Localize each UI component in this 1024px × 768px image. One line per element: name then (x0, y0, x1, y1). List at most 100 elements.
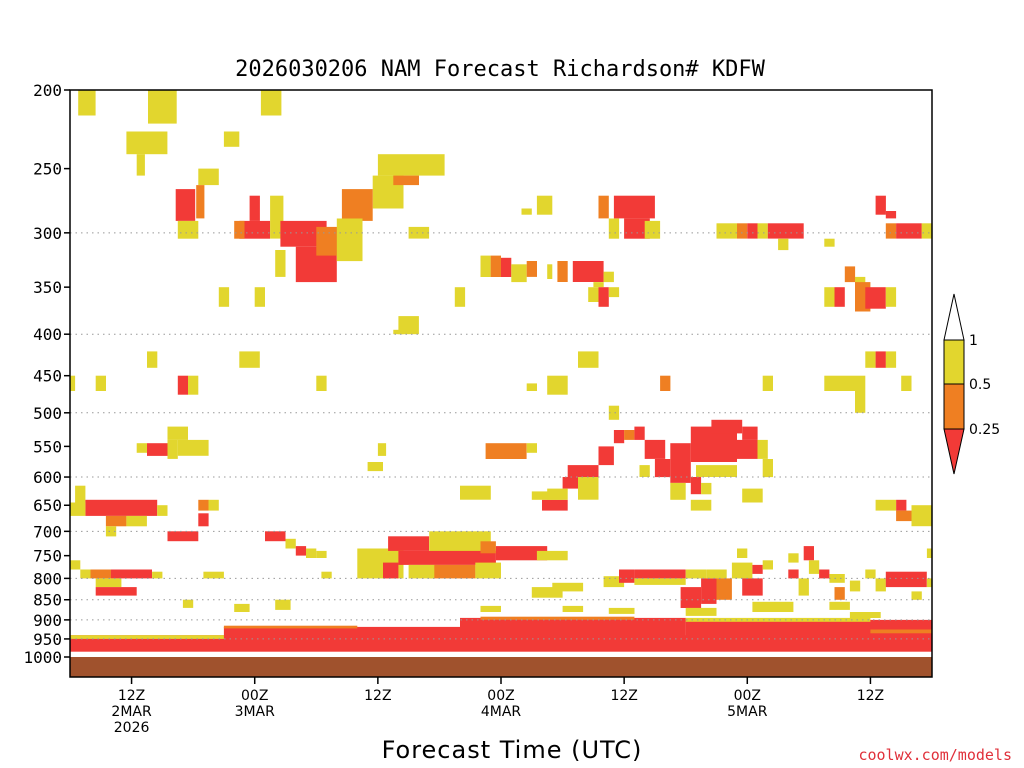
heatmap-cell (731, 562, 753, 579)
heatmap-cell (239, 220, 271, 239)
heatmap-cell (885, 287, 897, 307)
heatmap-cell (177, 220, 199, 239)
heatmap-cell (526, 261, 537, 277)
heatmap-cell (829, 601, 850, 610)
y-tick-label: 350 (33, 278, 62, 297)
heatmap-cell (711, 419, 743, 434)
heatmap-cell (316, 550, 327, 558)
heatmap-cell (542, 499, 568, 511)
x-tick-label: 00Z (241, 688, 268, 704)
heatmap-cell (690, 499, 712, 511)
x-tick-label: 2026 (114, 720, 150, 736)
heatmap-cell (588, 287, 599, 302)
heatmap-cell (152, 571, 163, 579)
heatmap-cell (690, 477, 702, 495)
heatmap-cell (454, 287, 466, 307)
heatmap-cell (788, 553, 799, 563)
heatmap-cell (639, 465, 650, 477)
heatmap-cell (408, 226, 430, 239)
x-tick-label: 12Z (364, 688, 391, 704)
heatmap-cell (167, 426, 188, 440)
heatmap-cell (613, 195, 655, 219)
heatmap-cell (367, 462, 383, 472)
heatmap-cell (737, 439, 758, 459)
source-credit: coolwx.com/models (858, 746, 1012, 764)
colorbar-legend: 1 0.5 0.25 (943, 293, 1000, 475)
heatmap-cell (198, 513, 209, 527)
heatmap-cell (762, 560, 773, 570)
x-tick-label: 12Z (857, 688, 884, 704)
y-tick-label: 300 (33, 224, 62, 243)
y-tick-label: 600 (33, 468, 62, 487)
heatmap-cell (572, 261, 604, 282)
heatmap-cell (480, 255, 491, 277)
heatmap-cell (757, 223, 768, 239)
heatmap-cell (78, 90, 96, 116)
heatmap-cell (685, 619, 932, 639)
heatmap-cell (547, 264, 553, 279)
heatmap-cell (798, 578, 809, 596)
y-tick-label: 500 (33, 404, 62, 423)
heatmap-cell (460, 617, 686, 638)
heatmap-cell (393, 329, 404, 335)
heatmap-cell (70, 502, 86, 516)
heatmap-cell (819, 569, 830, 579)
heatmap-cell (716, 223, 737, 239)
heatmap-cell (126, 131, 168, 155)
y-tick-label: 850 (33, 591, 62, 610)
chart-title: 2026030206 NAM Forecast Richardson# KDFW (235, 57, 766, 82)
heatmap-cell (624, 218, 650, 239)
colorbar-label: 0.5 (969, 377, 991, 393)
heatmap-cell (398, 316, 419, 335)
heatmap-cell (562, 605, 584, 612)
y-tick-label: 900 (33, 611, 62, 630)
heatmap-cell (865, 287, 886, 309)
heatmap-cell (706, 569, 727, 579)
heatmap-cell (865, 351, 876, 368)
heatmap-cell (490, 255, 501, 277)
heatmap-cell (136, 443, 147, 453)
y-tick-label: 650 (33, 496, 62, 515)
y-tick-label: 1000 (23, 648, 62, 667)
heatmap-cell (198, 499, 209, 511)
heatmap-cell (126, 515, 147, 527)
heatmap-cell (613, 430, 625, 444)
heatmap-cell (701, 482, 712, 495)
heatmap-cell (95, 375, 106, 391)
heatmap-cell (80, 569, 91, 579)
heatmap-cell (824, 375, 866, 391)
heatmap-cell (849, 612, 881, 618)
heatmap-cell (547, 488, 568, 500)
heatmap-cell (285, 538, 296, 549)
ground-surface-band (70, 657, 932, 677)
heatmap-cell (696, 465, 737, 477)
heatmap-cell (608, 218, 620, 239)
heatmap-cell (177, 375, 189, 395)
heatmap-cell (685, 569, 707, 579)
heatmap-cell (634, 569, 686, 579)
heatmap-cell (429, 564, 476, 579)
heatmap-cell (377, 154, 445, 176)
heatmap-cell (552, 582, 584, 592)
heatmap-cell (578, 351, 599, 368)
heatmap-cell (223, 626, 491, 638)
heatmap-cell (198, 168, 219, 186)
heatmap-cell (203, 571, 224, 579)
heatmap-cell (885, 351, 897, 368)
y-tick-label: 250 (33, 160, 62, 179)
x-tick-label: 4MAR (481, 704, 522, 720)
heatmap-cell (598, 446, 614, 466)
heatmap-cell (511, 264, 527, 283)
heatmap-cell (208, 499, 219, 511)
heatmap-cell (926, 578, 932, 588)
heatmap-cell (844, 266, 856, 283)
heatmap-cell (701, 578, 717, 604)
heatmap-cell (885, 223, 897, 239)
heatmap-cell (536, 550, 568, 561)
heatmap-cell (480, 541, 496, 554)
heatmap-cell (670, 482, 686, 500)
heatmap-cell (737, 548, 748, 558)
heatmap-cell (70, 375, 76, 391)
heatmap-cell (593, 282, 604, 288)
